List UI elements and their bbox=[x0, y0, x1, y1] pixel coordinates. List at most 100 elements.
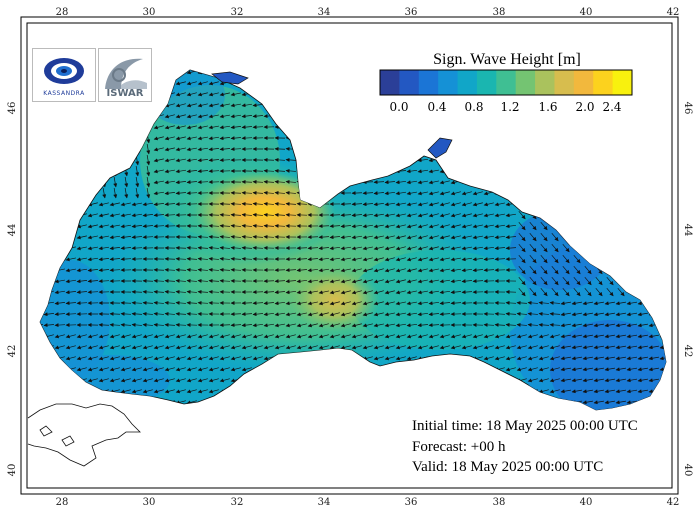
wave-arrow bbox=[186, 256, 198, 261]
wave-arrow bbox=[529, 232, 537, 242]
wave-arrow bbox=[208, 169, 220, 174]
wave-arrow bbox=[549, 322, 561, 327]
wave-arrow bbox=[395, 235, 406, 240]
wave-arrow bbox=[241, 334, 252, 339]
wave-arrow bbox=[146, 155, 151, 166]
wave-arrow bbox=[65, 290, 77, 295]
wave-arrow bbox=[252, 312, 264, 317]
wave-arrow bbox=[274, 334, 285, 339]
wave-arrow bbox=[76, 246, 87, 251]
wave-arrow bbox=[417, 180, 428, 185]
wave-arrow bbox=[164, 169, 175, 174]
wave-arrow bbox=[98, 345, 109, 350]
wave-arrow bbox=[76, 235, 87, 240]
wave-arrow bbox=[274, 212, 286, 217]
wave-arrow bbox=[395, 180, 407, 185]
wave-arrow bbox=[274, 168, 286, 173]
wave-arrow bbox=[373, 356, 384, 361]
wave-arrow bbox=[219, 256, 231, 261]
wave-arrow bbox=[529, 254, 537, 264]
wave-arrow bbox=[439, 213, 450, 218]
wave-arrow bbox=[175, 81, 186, 86]
wave-arrow bbox=[146, 188, 151, 199]
wave-arrow bbox=[516, 311, 528, 316]
wave-arrow bbox=[538, 322, 550, 327]
wave-arrow bbox=[329, 290, 340, 295]
wave-arrow bbox=[573, 287, 581, 297]
wave-arrow bbox=[208, 267, 220, 272]
wave-arrow bbox=[197, 136, 208, 141]
wave-arrow bbox=[230, 103, 241, 108]
wave-arrow bbox=[241, 212, 253, 217]
wave-arrow bbox=[373, 224, 384, 229]
wave-arrow bbox=[529, 287, 537, 297]
wave-arrow bbox=[274, 223, 286, 228]
wave-arrow bbox=[120, 334, 131, 339]
wave-arrow bbox=[439, 180, 450, 185]
wave-arrow bbox=[230, 147, 242, 152]
wave-arrow bbox=[296, 201, 308, 206]
wave-arrow bbox=[164, 191, 176, 196]
wave-arrow bbox=[131, 300, 143, 305]
wave-arrow bbox=[296, 279, 308, 284]
wave-arrow bbox=[648, 345, 659, 350]
lon-label: 38 bbox=[493, 7, 506, 18]
wave-arrow bbox=[406, 213, 417, 218]
wave-arrow bbox=[428, 213, 439, 218]
wave-arrow bbox=[527, 311, 539, 316]
wave-arrow bbox=[450, 224, 461, 229]
wave-arrow bbox=[439, 312, 451, 317]
wave-arrow bbox=[252, 103, 264, 108]
wave-arrow bbox=[230, 256, 242, 261]
wave-arrow bbox=[296, 301, 307, 306]
wave-arrow bbox=[626, 345, 637, 350]
wave-arrow bbox=[540, 221, 548, 231]
wave-arrow bbox=[373, 312, 384, 317]
lon-label: 32 bbox=[231, 497, 244, 507]
wave-arrow bbox=[131, 213, 142, 218]
wave-arrow bbox=[142, 311, 154, 316]
wave-arrow bbox=[87, 202, 98, 207]
wave-arrow bbox=[540, 276, 548, 286]
wave-arrow bbox=[164, 334, 175, 339]
wave-arrow bbox=[472, 202, 483, 207]
wave-arrow bbox=[362, 213, 374, 218]
legend-color-swatch bbox=[418, 70, 439, 95]
wave-arrow bbox=[428, 268, 439, 273]
wave-arrow bbox=[395, 202, 406, 207]
wave-arrow bbox=[417, 191, 428, 196]
wave-arrow bbox=[98, 334, 109, 339]
wave-arrow bbox=[527, 322, 539, 327]
wave-arrow bbox=[461, 279, 473, 284]
wave-arrow bbox=[351, 279, 362, 284]
wave-arrow bbox=[197, 92, 208, 97]
wave-arrow bbox=[318, 312, 329, 317]
wave-arrow bbox=[120, 213, 131, 218]
lon-label: 34 bbox=[318, 7, 331, 18]
wave-arrow bbox=[362, 235, 373, 240]
wave-arrow bbox=[340, 235, 352, 240]
wave-arrow bbox=[472, 213, 483, 218]
wave-arrow bbox=[175, 289, 187, 294]
wave-arrow bbox=[219, 103, 230, 108]
wave-arrow bbox=[551, 287, 559, 297]
wave-arrow bbox=[626, 334, 637, 339]
wave-arrow bbox=[263, 190, 275, 195]
wave-arrow bbox=[135, 177, 140, 188]
wave-arrow bbox=[351, 301, 362, 306]
wave-arrow bbox=[109, 334, 120, 339]
wave-arrow bbox=[153, 169, 164, 174]
wave-arrow bbox=[439, 202, 450, 207]
wave-arrow bbox=[175, 267, 187, 272]
wave-arrow bbox=[617, 287, 625, 297]
wave-arrow bbox=[584, 265, 592, 275]
wave-arrow bbox=[483, 322, 495, 327]
wave-arrow bbox=[175, 322, 187, 327]
wave-arrow bbox=[593, 323, 604, 328]
wave-arrow bbox=[428, 246, 439, 251]
wave-arrow bbox=[351, 213, 363, 218]
lat-label: 42 bbox=[682, 345, 693, 358]
wave-arrow bbox=[428, 180, 439, 185]
wave-arrow bbox=[340, 323, 351, 328]
valid-time-text: Valid: 18 May 2025 00:00 UTC bbox=[412, 459, 604, 475]
